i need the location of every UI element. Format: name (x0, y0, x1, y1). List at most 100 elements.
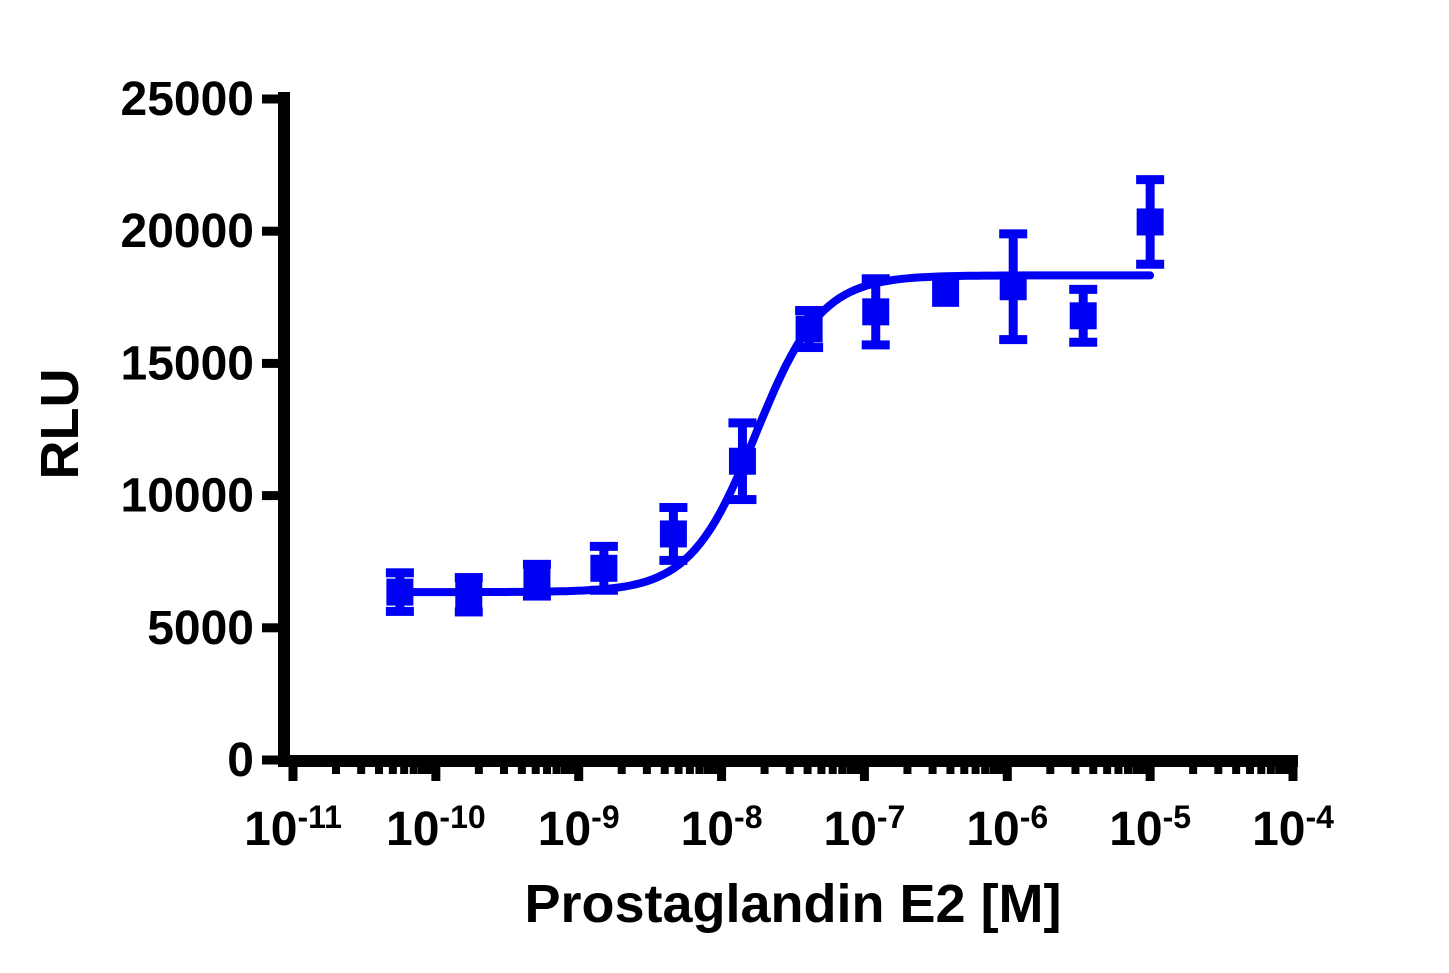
x-tick-minor (846, 767, 855, 774)
x-tick-major (431, 767, 441, 781)
x-tick-minor (838, 767, 847, 774)
x-tick-minor (1275, 767, 1284, 774)
x-tick-minor (989, 767, 998, 774)
x-tick-minor (517, 767, 526, 774)
x-tick-minor (409, 767, 418, 774)
x-tick-minor (1139, 767, 1148, 774)
y-tick-label: 20000 (121, 205, 254, 258)
x-tick-minor (543, 767, 552, 774)
x-tick-minor (928, 767, 937, 774)
error-bar-cap-bottom (1069, 337, 1098, 347)
y-tick-label: 15000 (121, 337, 254, 390)
x-axis-line (278, 755, 1298, 767)
y-axis-title: RLU (30, 369, 90, 480)
x-tick-minor (817, 767, 826, 774)
data-point-marker (862, 298, 890, 326)
x-tick-minor (685, 767, 694, 774)
x-tick-label: 10-10 (386, 799, 486, 856)
error-bar-cap-bottom (999, 335, 1028, 345)
x-tick-label: 10-4 (1252, 799, 1334, 856)
x-tick-minor (568, 767, 577, 774)
x-tick-minor (996, 767, 1005, 774)
x-tick-minor (660, 767, 669, 774)
x-tick-label: 10-9 (538, 799, 620, 856)
error-bar-cap-top (728, 418, 757, 428)
fit-curve (395, 271, 1155, 597)
x-tick-minor (760, 767, 769, 774)
error-bar-cap-bottom (522, 591, 551, 601)
x-tick-minor (946, 767, 955, 774)
x-tick-minor (853, 767, 862, 774)
error-bar-cap-top (999, 229, 1028, 239)
x-tick-minor (531, 767, 540, 774)
y-tick (262, 623, 278, 633)
y-tick-label: 0 (227, 734, 254, 787)
x-tick-minor (1266, 767, 1275, 774)
x-tick-minor (695, 767, 704, 774)
x-tick-minor (332, 767, 341, 774)
x-tick-minor (617, 767, 626, 774)
x-tick-minor (1089, 767, 1098, 774)
y-tick (262, 755, 278, 765)
x-tick-minor (1103, 767, 1112, 774)
x-tick-minor (1257, 767, 1266, 774)
error-bar-cap-top (385, 568, 414, 578)
error-bar-cap-top (454, 573, 483, 583)
data-point-marker (1069, 302, 1097, 330)
x-tick-minor (418, 767, 427, 774)
data-point-marker (728, 447, 756, 475)
x-tick-minor (388, 767, 397, 774)
error-bar-cap-top (589, 541, 618, 551)
x-axis-title: Prostaglandin E2 [M] (524, 874, 1061, 934)
data-point-marker (932, 279, 960, 307)
x-tick-minor (1282, 767, 1291, 774)
x-tick-label: 10-5 (1109, 799, 1191, 856)
x-tick-minor (971, 767, 980, 774)
error-bar-cap-top (522, 559, 551, 569)
x-tick-minor (474, 767, 483, 774)
x-tick-major (1002, 767, 1012, 781)
x-tick-minor (711, 767, 720, 774)
x-tick-minor (1214, 767, 1223, 774)
error-bar-cap-bottom (728, 495, 757, 505)
data-point-marker (386, 578, 414, 606)
error-bar-cap-bottom (659, 555, 688, 565)
x-tick-major (859, 767, 869, 781)
y-tick-label: 5000 (147, 602, 254, 655)
error-bar-cap-top (861, 274, 890, 284)
y-tick-label: 10000 (121, 470, 254, 523)
y-axis-line (278, 92, 290, 767)
x-tick-minor (785, 767, 794, 774)
x-tick-major (1145, 767, 1155, 781)
x-tick-label: 10-6 (966, 799, 1048, 856)
x-tick-major (1288, 767, 1298, 781)
data-point-marker (590, 554, 618, 582)
x-tick-minor (1245, 767, 1254, 774)
x-tick-major (288, 767, 298, 781)
data-point-marker (455, 581, 483, 609)
x-tick-minor (803, 767, 812, 774)
error-bar-cap-bottom (385, 606, 414, 616)
x-tick-label: 10-7 (824, 799, 906, 856)
x-tick-minor (1114, 767, 1123, 774)
data-point-marker (523, 566, 551, 594)
data-point-marker (999, 273, 1027, 301)
x-tick-minor (400, 767, 409, 774)
x-tick-minor (703, 767, 712, 774)
error-bar-cap-bottom (861, 340, 890, 350)
x-tick-minor (375, 767, 384, 774)
y-tick (262, 491, 278, 501)
x-tick-minor (960, 767, 969, 774)
x-tick-major (574, 767, 584, 781)
x-tick-minor (674, 767, 683, 774)
x-tick-minor (1189, 767, 1198, 774)
axes: 0 5000 10000 15000 20000 25000 10-11 10-10 10-9 1… (121, 73, 1335, 856)
error-bar-cap-top (795, 306, 824, 316)
x-tick-minor (560, 767, 569, 774)
y-tick (262, 358, 278, 368)
data-point-marker (1136, 208, 1164, 236)
x-tick-minor (357, 767, 366, 774)
x-tick-minor (500, 767, 509, 774)
x-tick-major (717, 767, 727, 781)
